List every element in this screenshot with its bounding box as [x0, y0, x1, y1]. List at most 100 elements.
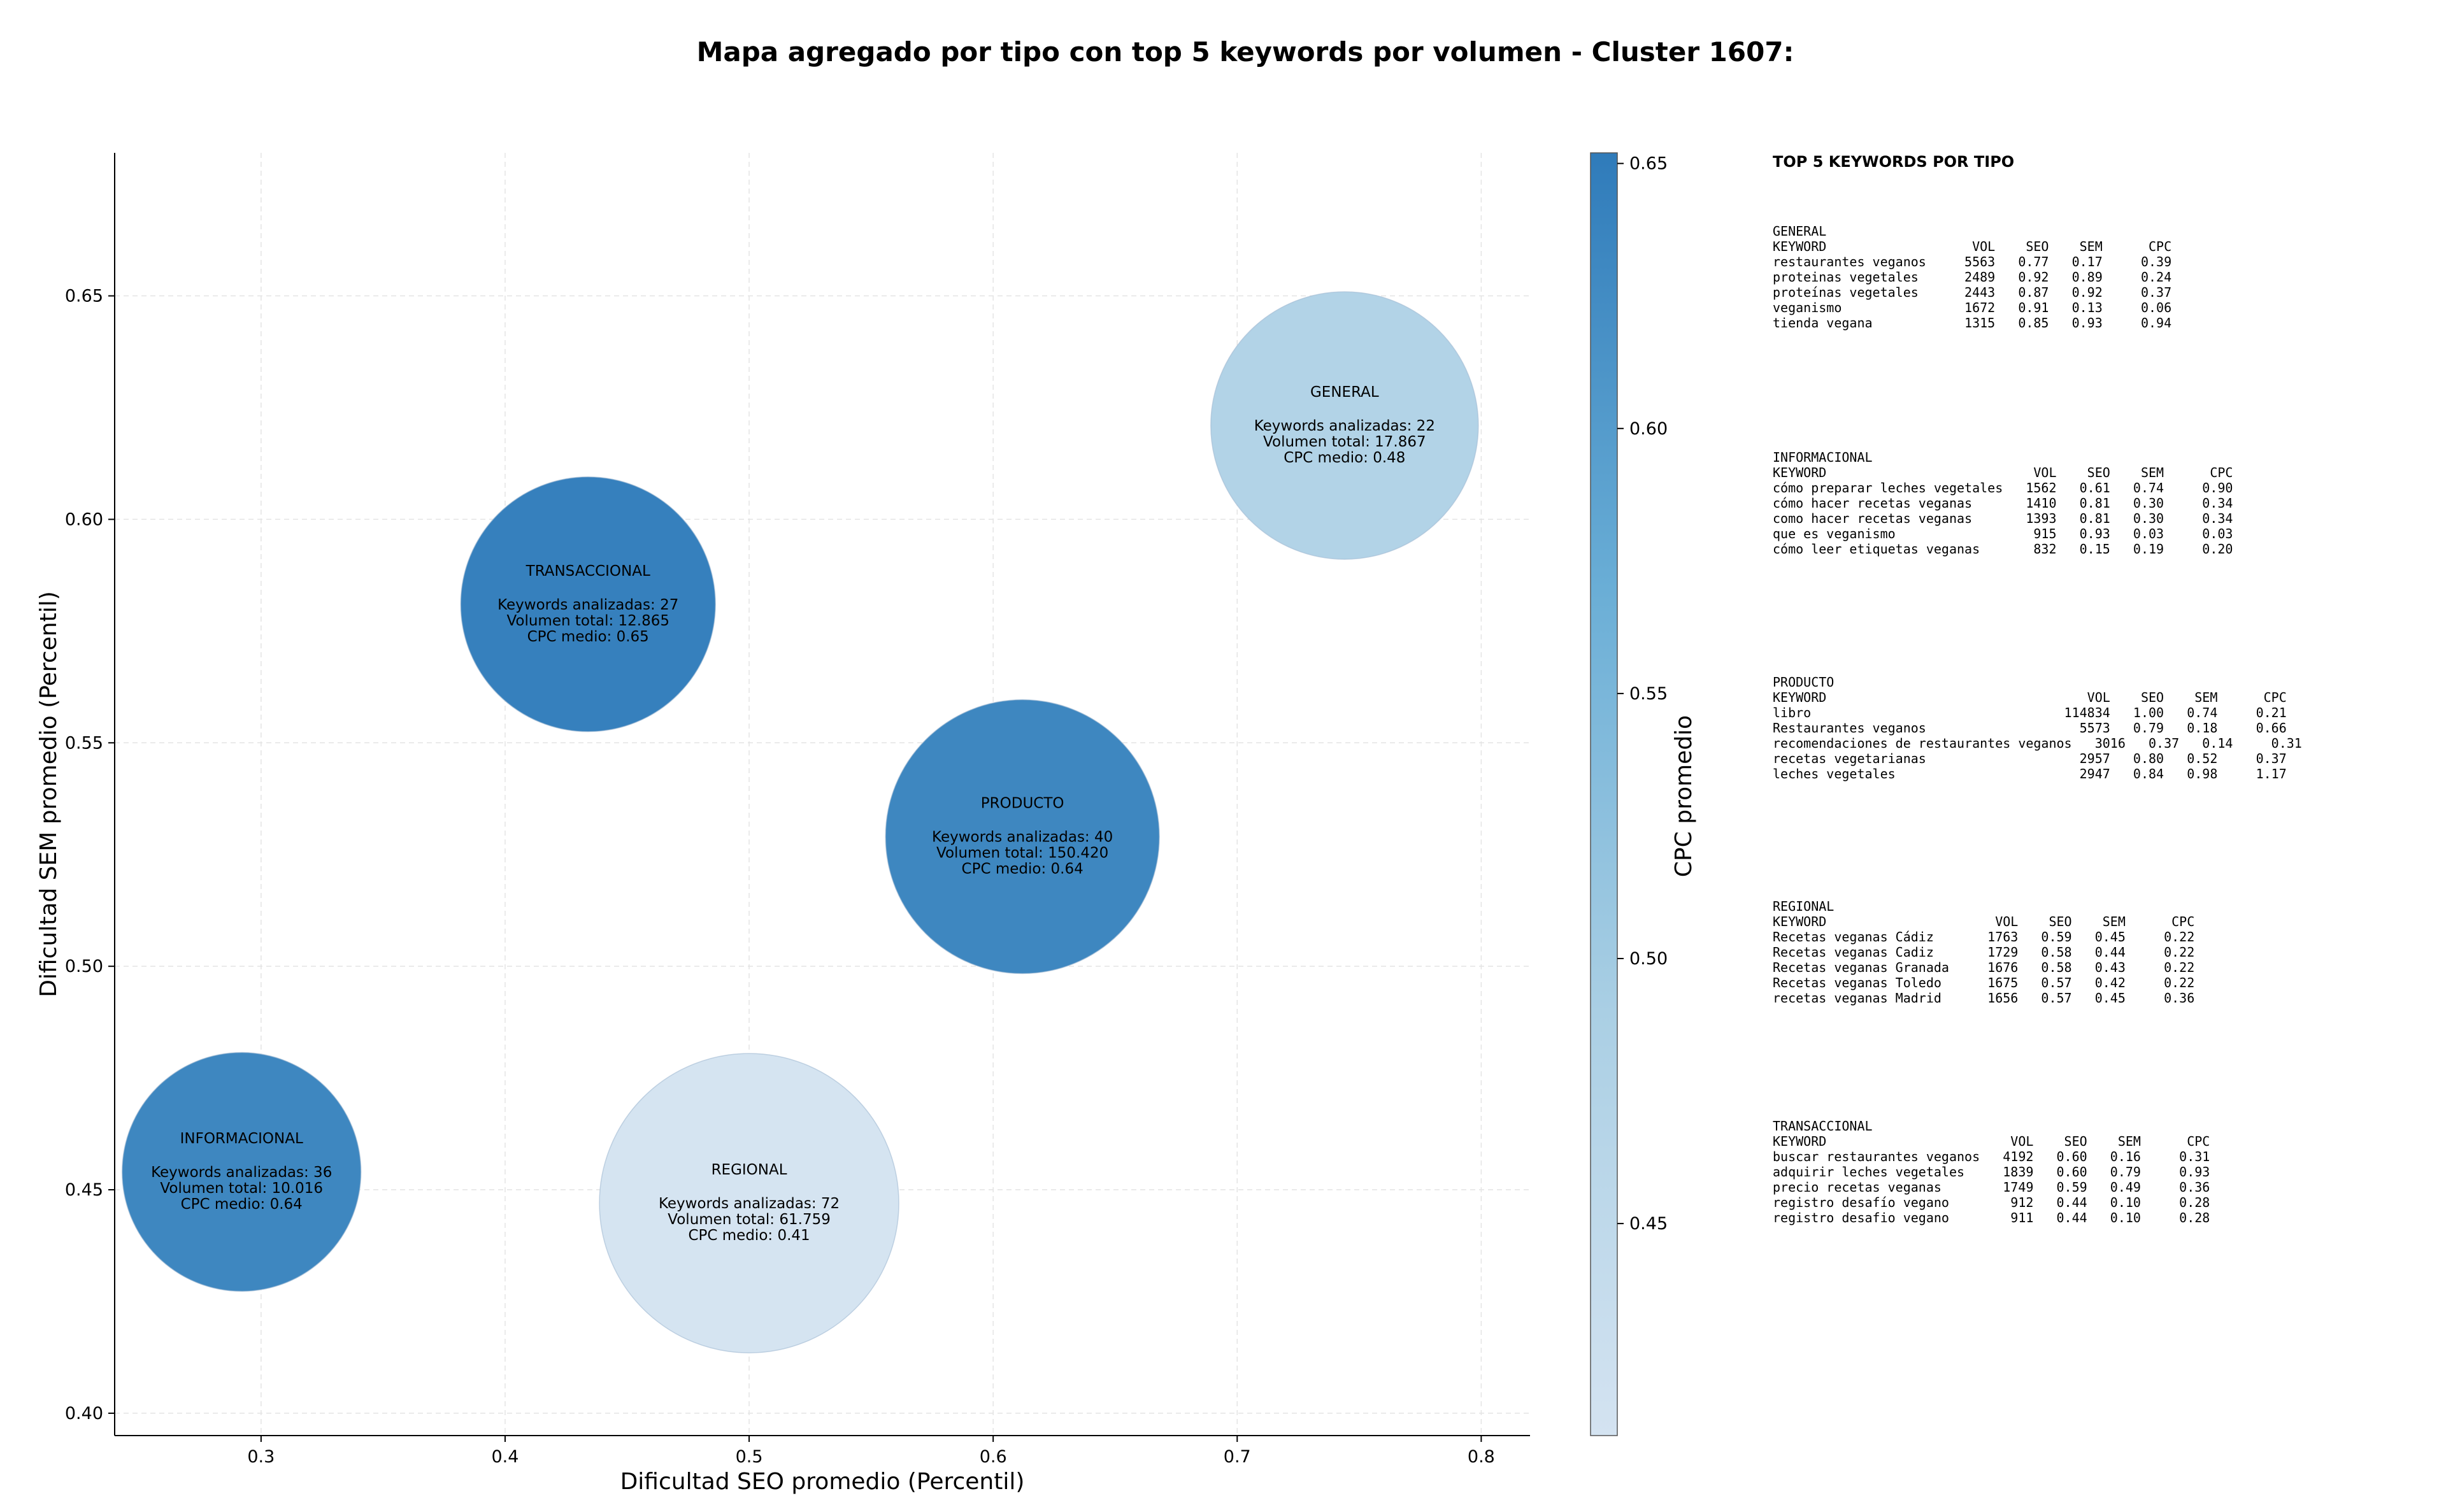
colorbar-label: CPC promedio: [1671, 715, 1697, 877]
keyword-row: recetas vegetarianas 2957 0.80 0.52 0.37: [1773, 751, 2287, 766]
colorbar-tick-label: 0.55: [1629, 684, 1668, 704]
keyword-row: buscar restaurantes veganos 4192 0.60 0.…: [1773, 1149, 2210, 1164]
axes: [114, 153, 1530, 1436]
chart-title: Mapa agregado por tipo con top 5 keyword…: [697, 36, 1794, 68]
y-tick-label: 0.50: [65, 957, 103, 976]
keyword-row: libro 114834 1.00 0.74 0.21: [1773, 705, 2287, 720]
x-tick-label: 0.4: [491, 1447, 519, 1467]
keyword-row: que es veganismo 915 0.93 0.03 0.03: [1773, 526, 2233, 541]
bubble-detail: Keywords analizadas: 27: [497, 597, 678, 613]
bubble-detail: Keywords analizadas: 72: [659, 1195, 840, 1212]
keyword-row: como hacer recetas veganas 1393 0.81 0.3…: [1773, 511, 2233, 526]
colorbar-tick-label: 0.65: [1629, 154, 1668, 174]
x-tick-label: 0.3: [247, 1447, 275, 1467]
bubble-detail: Keywords analizadas: 40: [932, 829, 1113, 846]
bubble-detail: Keywords analizadas: 36: [151, 1164, 332, 1181]
bubble-detail: Volumen total: 10.016: [160, 1180, 323, 1197]
keyword-block-header: KEYWORD VOL SEO SEM CPC: [1773, 239, 2171, 254]
colorbar: 0.45 0.50 0.55 0.60 0.65 CPC promedio: [1590, 152, 1697, 1436]
keyword-row: adquirir leches vegetales 1839 0.60 0.79…: [1773, 1164, 2210, 1180]
keyword-row: precio recetas veganas 1749 0.59 0.49 0.…: [1773, 1180, 2210, 1195]
bubble-detail: Keywords analizadas: 22: [1254, 418, 1435, 434]
x-ticks: 0.3 0.4 0.5 0.6 0.7 0.8: [247, 1436, 1495, 1467]
bubble-circle: [121, 1052, 362, 1292]
bubble-detail: CPC medio: 0.48: [1284, 450, 1405, 466]
bubble-label: REGIONAL: [712, 1162, 787, 1178]
y-ticks: 0.40 0.45 0.50 0.55 0.60 0.65: [65, 287, 115, 1423]
bubble-detail: CPC medio: 0.64: [962, 861, 1084, 878]
keyword-row: Restaurantes veganos 5573 0.79 0.18 0.66: [1773, 720, 2287, 736]
keyword-row: cómo preparar leches vegetales 1562 0.61…: [1773, 480, 2233, 496]
keyword-row: Recetas veganas Toledo 1675 0.57 0.42 0.…: [1773, 975, 2194, 990]
y-tick-label: 0.60: [65, 510, 103, 529]
bubble-circle: [1210, 291, 1479, 560]
keyword-block-title: REGIONAL: [1773, 899, 1834, 914]
keyword-row: Recetas veganas Granada 1676 0.58 0.43 0…: [1773, 960, 2194, 975]
x-tick-label: 0.6: [980, 1447, 1007, 1467]
keyword-row: Recetas veganas Cádiz 1763 0.59 0.45 0.2…: [1773, 929, 2194, 945]
x-tick-label: 0.5: [736, 1447, 763, 1467]
keyword-row: recomendaciones de restaurantes veganos …: [1773, 736, 2302, 751]
bubble-detail: CPC medio: 0.41: [688, 1227, 810, 1244]
keyword-row: cómo leer etiquetas veganas 832 0.15 0.1…: [1773, 541, 2233, 557]
side-panel-heading: TOP 5 KEYWORDS POR TIPO: [1773, 153, 2014, 171]
y-tick-label: 0.45: [65, 1180, 103, 1200]
y-axis-label: Dificultad SEM promedio (Percentil): [36, 591, 62, 997]
keyword-row: registro desafío vegano 912 0.44 0.10 0.…: [1773, 1195, 2210, 1210]
keyword-row: tienda vegana 1315 0.85 0.93 0.94: [1773, 315, 2171, 331]
colorbar-tick-label: 0.50: [1629, 949, 1668, 969]
keyword-block-header: KEYWORD VOL SEO SEM CPC: [1773, 914, 2194, 929]
bubble-informacional: INFORMACIONAL Keywords analizadas: 36Volu…: [121, 1052, 362, 1292]
bubble-detail: CPC medio: 0.64: [181, 1196, 303, 1213]
bubble-detail: Volumen total: 17.867: [1263, 434, 1426, 450]
colorbar-ticks: 0.45 0.50 0.55 0.60 0.65: [1617, 154, 1668, 1234]
keyword-row: restaurantes veganos 5563 0.77 0.17 0.39: [1773, 254, 2171, 269]
y-tick-label: 0.55: [65, 733, 103, 753]
keyword-row: cómo hacer recetas veganas 1410 0.81 0.3…: [1773, 496, 2233, 511]
keyword-block-header: KEYWORD VOL SEO SEM CPC: [1773, 690, 2287, 705]
bubble-circle: [885, 699, 1160, 974]
bubble-transaccional: TRANSACCIONAL Keywords analizadas: 27Volu…: [460, 476, 716, 732]
colorbar-tick-label: 0.60: [1629, 419, 1668, 439]
bubble-detail: CPC medio: 0.65: [527, 629, 649, 645]
bubble-label: INFORMACIONAL: [180, 1130, 303, 1147]
keyword-block-header: KEYWORD VOL SEO SEM CPC: [1773, 465, 2233, 480]
bubble-label: PRODUCTO: [981, 795, 1064, 812]
bubble-label: TRANSACCIONAL: [526, 563, 650, 580]
keyword-row: Recetas veganas Cadiz 1729 0.58 0.44 0.2…: [1773, 945, 2194, 960]
x-tick-label: 0.8: [1468, 1447, 1495, 1467]
x-tick-label: 0.7: [1224, 1447, 1251, 1467]
bubble-circle: [599, 1053, 899, 1353]
bubble-detail: Volumen total: 12.865: [506, 613, 669, 629]
keyword-block-title: TRANSACCIONAL: [1773, 1118, 1873, 1134]
keyword-block-title: PRODUCTO: [1773, 674, 1834, 690]
bubble-detail: Volumen total: 61.759: [668, 1211, 831, 1228]
colorbar-tick-label: 0.45: [1629, 1214, 1668, 1234]
keyword-block-header: KEYWORD VOL SEO SEM CPC: [1773, 1134, 2210, 1149]
keyword-block-title: GENERAL: [1773, 224, 1826, 239]
y-tick-label: 0.40: [65, 1404, 103, 1423]
keyword-row: registro desafio vegano 911 0.44 0.10 0.…: [1773, 1210, 2210, 1225]
keyword-row: proteínas vegetales 2443 0.87 0.92 0.37: [1773, 285, 2171, 300]
keyword-row: recetas veganas Madrid 1656 0.57 0.45 0.…: [1773, 990, 2194, 1006]
bubble-detail: Volumen total: 150.420: [936, 845, 1108, 862]
keyword-row: proteinas vegetales 2489 0.92 0.89 0.24: [1773, 269, 2171, 285]
bubble-label: GENERAL: [1310, 384, 1379, 401]
y-tick-label: 0.65: [65, 287, 103, 306]
keyword-row: veganismo 1672 0.91 0.13 0.06: [1773, 300, 2171, 315]
x-axis-label: Dificultad SEO promedio (Percentil): [620, 1469, 1025, 1495]
keyword-block-title: INFORMACIONAL: [1773, 450, 1873, 465]
keyword-row: leches vegetales 2947 0.84 0.98 1.17: [1773, 766, 2287, 781]
